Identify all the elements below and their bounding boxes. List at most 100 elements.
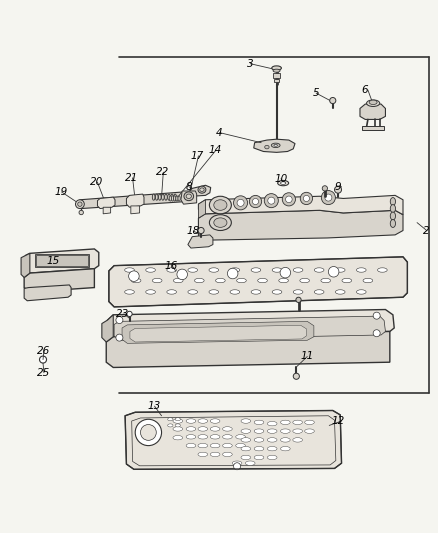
- Ellipse shape: [335, 268, 344, 272]
- Ellipse shape: [187, 268, 197, 272]
- Circle shape: [78, 202, 82, 206]
- Ellipse shape: [152, 278, 162, 282]
- Text: 3: 3: [246, 59, 253, 69]
- Ellipse shape: [186, 443, 195, 448]
- Ellipse shape: [240, 447, 250, 451]
- Ellipse shape: [170, 194, 173, 200]
- Ellipse shape: [320, 278, 330, 282]
- Circle shape: [372, 330, 379, 337]
- Circle shape: [75, 200, 84, 208]
- Ellipse shape: [161, 194, 164, 200]
- Circle shape: [227, 268, 237, 279]
- Ellipse shape: [251, 268, 260, 272]
- Ellipse shape: [251, 290, 260, 294]
- Ellipse shape: [267, 438, 276, 442]
- Ellipse shape: [173, 194, 176, 200]
- Text: 16: 16: [164, 261, 177, 271]
- Ellipse shape: [272, 69, 279, 72]
- Ellipse shape: [173, 427, 182, 431]
- Ellipse shape: [254, 438, 263, 442]
- Circle shape: [128, 271, 139, 281]
- Ellipse shape: [222, 452, 232, 457]
- Polygon shape: [198, 196, 402, 215]
- Ellipse shape: [264, 146, 268, 149]
- Text: 2: 2: [421, 225, 428, 236]
- Ellipse shape: [292, 438, 302, 442]
- Circle shape: [279, 268, 290, 278]
- Polygon shape: [24, 285, 71, 301]
- Circle shape: [328, 266, 338, 277]
- Text: 22: 22: [155, 167, 169, 177]
- Ellipse shape: [169, 196, 171, 201]
- Ellipse shape: [210, 452, 219, 457]
- Text: 17: 17: [191, 151, 204, 161]
- Bar: [273, 74, 279, 78]
- Text: 11: 11: [300, 351, 313, 361]
- Ellipse shape: [389, 198, 395, 206]
- Ellipse shape: [267, 447, 276, 451]
- Circle shape: [135, 419, 161, 446]
- Ellipse shape: [240, 419, 250, 423]
- Ellipse shape: [194, 278, 204, 282]
- Ellipse shape: [222, 443, 232, 448]
- Ellipse shape: [236, 278, 246, 282]
- Ellipse shape: [145, 290, 155, 294]
- Circle shape: [372, 312, 379, 319]
- Circle shape: [300, 192, 312, 205]
- Polygon shape: [253, 139, 294, 152]
- Ellipse shape: [292, 420, 302, 425]
- Ellipse shape: [167, 194, 170, 200]
- Ellipse shape: [240, 455, 250, 459]
- Ellipse shape: [209, 196, 231, 214]
- Text: 25: 25: [37, 368, 50, 378]
- Ellipse shape: [356, 290, 365, 294]
- Ellipse shape: [171, 196, 173, 201]
- Ellipse shape: [272, 290, 281, 294]
- Text: 5: 5: [312, 88, 319, 98]
- Ellipse shape: [232, 461, 241, 465]
- Text: 23: 23: [116, 309, 129, 319]
- Bar: [361, 126, 383, 130]
- Circle shape: [321, 191, 335, 205]
- Ellipse shape: [166, 268, 176, 272]
- Text: 10: 10: [274, 174, 287, 184]
- Circle shape: [329, 98, 335, 103]
- Ellipse shape: [208, 268, 218, 272]
- Ellipse shape: [304, 420, 314, 425]
- Ellipse shape: [271, 143, 279, 148]
- Ellipse shape: [267, 422, 276, 426]
- Ellipse shape: [335, 290, 344, 294]
- Ellipse shape: [280, 420, 290, 425]
- Ellipse shape: [230, 268, 239, 272]
- Polygon shape: [187, 185, 210, 196]
- Ellipse shape: [222, 427, 232, 431]
- Text: 15: 15: [46, 256, 59, 266]
- Ellipse shape: [314, 268, 323, 272]
- Ellipse shape: [254, 420, 263, 425]
- Ellipse shape: [267, 429, 276, 433]
- Text: 26: 26: [37, 346, 50, 356]
- Ellipse shape: [272, 268, 281, 272]
- Ellipse shape: [240, 429, 250, 433]
- Ellipse shape: [164, 194, 167, 200]
- Text: 6: 6: [360, 85, 367, 95]
- Circle shape: [303, 196, 309, 201]
- Ellipse shape: [215, 278, 225, 282]
- Ellipse shape: [271, 66, 281, 70]
- Ellipse shape: [210, 419, 219, 423]
- Ellipse shape: [167, 424, 173, 427]
- Ellipse shape: [152, 194, 155, 200]
- Text: 8: 8: [185, 182, 192, 191]
- Ellipse shape: [280, 429, 290, 433]
- Ellipse shape: [173, 419, 182, 423]
- Ellipse shape: [167, 418, 173, 421]
- Ellipse shape: [230, 290, 239, 294]
- Circle shape: [116, 317, 123, 324]
- Ellipse shape: [314, 290, 323, 294]
- Ellipse shape: [186, 419, 195, 423]
- Polygon shape: [126, 194, 144, 207]
- Ellipse shape: [184, 192, 193, 200]
- Ellipse shape: [280, 182, 285, 184]
- Polygon shape: [77, 192, 188, 208]
- Polygon shape: [180, 191, 196, 204]
